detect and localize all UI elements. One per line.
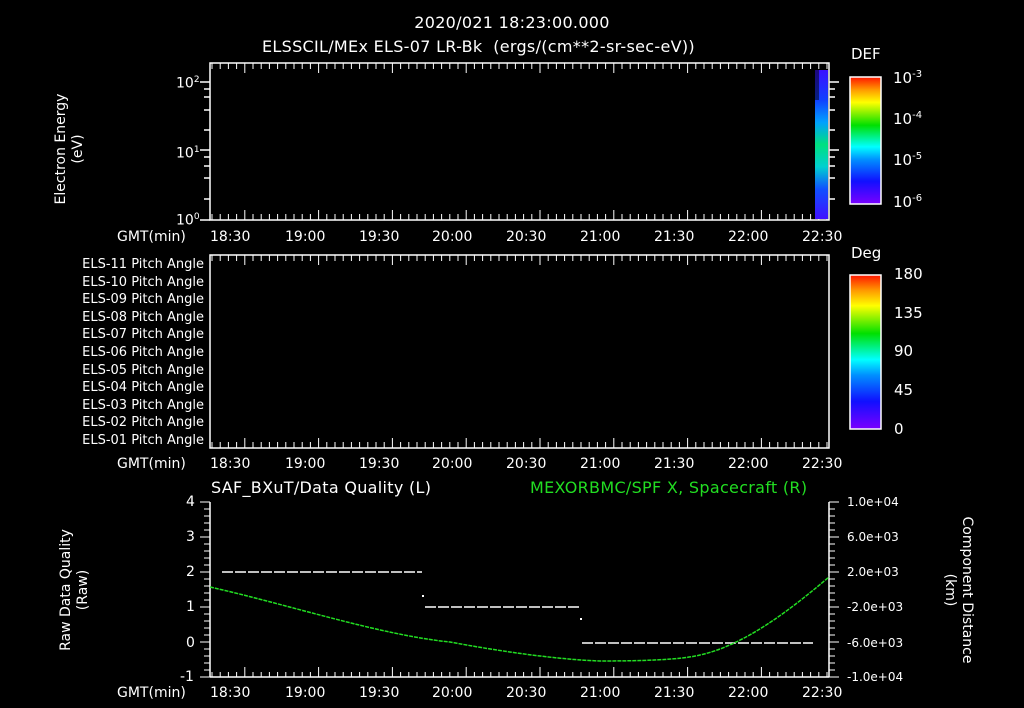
- ytick-left: 0: [186, 635, 195, 651]
- pitch-row-label: ELS-01 Pitch Angle: [82, 432, 204, 448]
- ytick-right: -6.0e+03: [847, 636, 904, 650]
- pitch-row-label: ELS-02 Pitch Angle: [82, 415, 204, 431]
- time-axis-label: GMT(min): [117, 229, 186, 245]
- ytick-left: 3: [186, 529, 195, 545]
- spf-x-series: [209, 576, 830, 662]
- ytick-right: 1.0e+04: [847, 495, 899, 509]
- pitch-row-label: ELS-08 Pitch Angle: [82, 309, 204, 325]
- pitch-row-label: ELS-06 Pitch Angle: [82, 344, 204, 360]
- time-axis-1: GMT(min) 18:30 19:00 19:30 20:00 20:30 2…: [117, 229, 843, 245]
- time-axis-3: GMT(min) 18:30 19:00 19:30 20:00 20:30 2…: [117, 685, 843, 701]
- time-axis-2: GMT(min) 18:30 19:00 19:30 20:00 20:30 2…: [117, 456, 843, 472]
- data-quality-series: [222, 571, 813, 644]
- ytick-left: 4: [186, 494, 195, 510]
- def-colorbar-title: DEF: [851, 45, 881, 63]
- panel1-ytick-10: 101: [176, 145, 200, 162]
- panel1-frame: [200, 62, 839, 221]
- ytick-right: 2.0e+03: [847, 565, 899, 579]
- panel3-frame: [209, 502, 830, 678]
- deg-colorbar: [849, 274, 882, 430]
- def-colorbar-label: 10-3: [893, 69, 923, 87]
- pitch-row-label: ELS-05 Pitch Angle: [82, 362, 204, 378]
- ytick-left: 2: [186, 564, 195, 580]
- ytick-right: 6.0e+03: [847, 530, 899, 544]
- def-colorbar-label: 10-4: [893, 110, 923, 128]
- panel2-frame: [209, 254, 830, 449]
- deg-colorbar-label: 45: [894, 381, 914, 399]
- ytick-right: -1.0e+04: [847, 670, 904, 684]
- def-colorbar-label: 10-6: [893, 193, 923, 211]
- deg-colorbar-label: 135: [894, 304, 923, 322]
- deg-colorbar-title: Deg: [851, 244, 882, 262]
- pitch-row-label: ELS-03 Pitch Angle: [82, 397, 204, 413]
- panel1-title: ELSSCIL/MEx ELS-07 LR-Bk (ergs/(cm**2-sr…: [262, 37, 695, 56]
- timestamp-title: 2020/021 18:23:00.000: [414, 13, 610, 32]
- pitch-row-label: ELS-10 Pitch Angle: [82, 274, 204, 290]
- pitch-row-label: ELS-04 Pitch Angle: [82, 380, 204, 396]
- pitch-row-label: ELS-11 Pitch Angle: [82, 257, 204, 272]
- ytick-right: -2.0e+03: [847, 600, 904, 614]
- panel1-ytick-1: 100: [176, 212, 200, 229]
- panel1-ytick-100: 102: [176, 75, 200, 92]
- ytick-left: 1: [186, 599, 195, 615]
- def-colorbar-label: 10-5: [893, 151, 923, 169]
- def-colorbar: [849, 76, 882, 205]
- ytick-left: -1: [180, 669, 194, 685]
- deg-colorbar-label: 0: [894, 420, 904, 438]
- pitch-angle-labels: ELS-11 Pitch Angle ELS-10 Pitch Angle EL…: [64, 257, 204, 451]
- panel3-ylabel-left: Raw Data Quality (Raw): [58, 529, 91, 651]
- spectrogram-data: [815, 70, 828, 219]
- panel3-right-title: MEXORBMC/SPF X, Spacecraft (R): [530, 478, 808, 497]
- panel3-left-title: SAF_BXuT/Data Quality (L): [211, 478, 432, 497]
- pitch-row-label: ELS-07 Pitch Angle: [82, 327, 204, 343]
- deg-colorbar-label: 180: [894, 265, 923, 283]
- deg-colorbar-label: 90: [894, 342, 914, 360]
- pitch-row-label: ELS-09 Pitch Angle: [82, 292, 204, 308]
